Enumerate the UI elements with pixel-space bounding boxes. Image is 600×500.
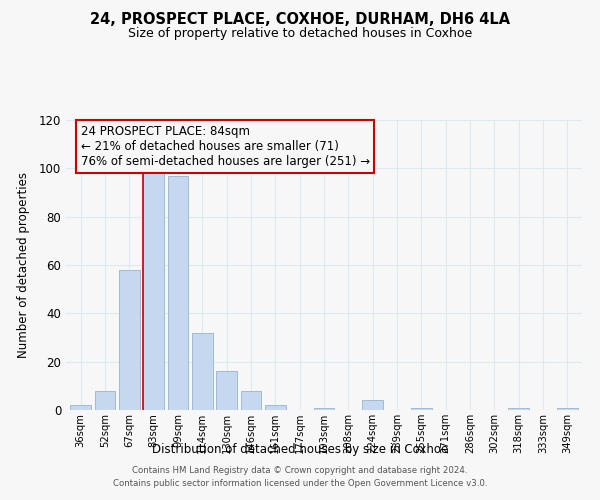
- Bar: [167, 176, 188, 410]
- Text: Size of property relative to detached houses in Coxhoe: Size of property relative to detached ho…: [128, 28, 472, 40]
- Bar: [119, 270, 140, 410]
- Text: Distribution of detached houses by size in Coxhoe: Distribution of detached houses by size …: [152, 444, 448, 456]
- Bar: [362, 400, 383, 410]
- Bar: [216, 372, 237, 410]
- Bar: [557, 408, 578, 410]
- Text: 24, PROSPECT PLACE, COXHOE, DURHAM, DH6 4LA: 24, PROSPECT PLACE, COXHOE, DURHAM, DH6 …: [90, 12, 510, 28]
- Bar: [70, 405, 91, 410]
- Bar: [265, 405, 286, 410]
- Bar: [508, 408, 529, 410]
- Text: Contains HM Land Registry data © Crown copyright and database right 2024.
Contai: Contains HM Land Registry data © Crown c…: [113, 466, 487, 487]
- Bar: [314, 408, 334, 410]
- Bar: [95, 390, 115, 410]
- Bar: [411, 408, 432, 410]
- Bar: [143, 168, 164, 410]
- Bar: [241, 390, 262, 410]
- Bar: [192, 332, 212, 410]
- Y-axis label: Number of detached properties: Number of detached properties: [17, 172, 31, 358]
- Text: 24 PROSPECT PLACE: 84sqm
← 21% of detached houses are smaller (71)
76% of semi-d: 24 PROSPECT PLACE: 84sqm ← 21% of detach…: [80, 125, 370, 168]
